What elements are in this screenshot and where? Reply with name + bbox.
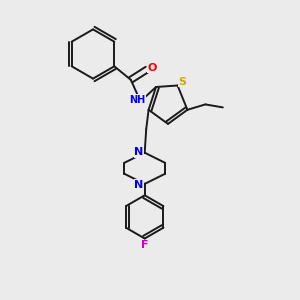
Text: O: O [147,63,157,73]
Text: S: S [179,77,187,87]
Text: N: N [134,147,143,157]
Text: NH: NH [130,95,146,105]
Text: N: N [134,179,143,190]
Text: F: F [141,240,148,250]
